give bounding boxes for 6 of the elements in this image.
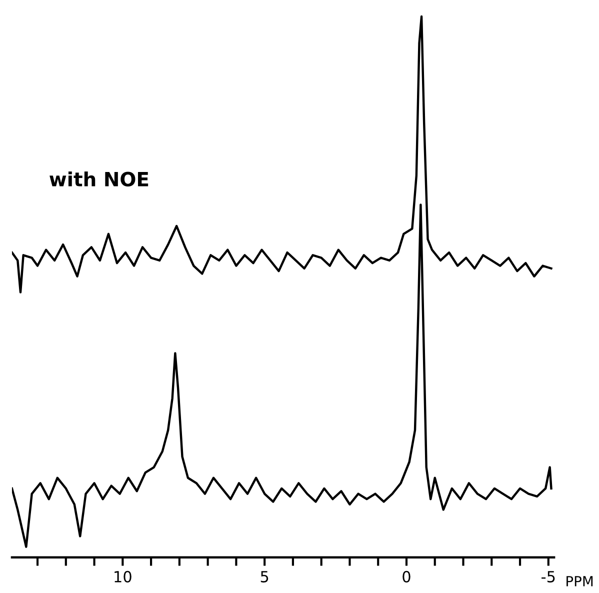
x-axis-title: PPM	[566, 576, 593, 586]
x-tick-label: 5	[260, 571, 268, 582]
x-tick-label: 10	[114, 570, 132, 582]
x-tick-label: -5	[542, 571, 555, 582]
text: with NOE	[50, 171, 148, 186]
x-tick-label: 0	[402, 570, 410, 582]
